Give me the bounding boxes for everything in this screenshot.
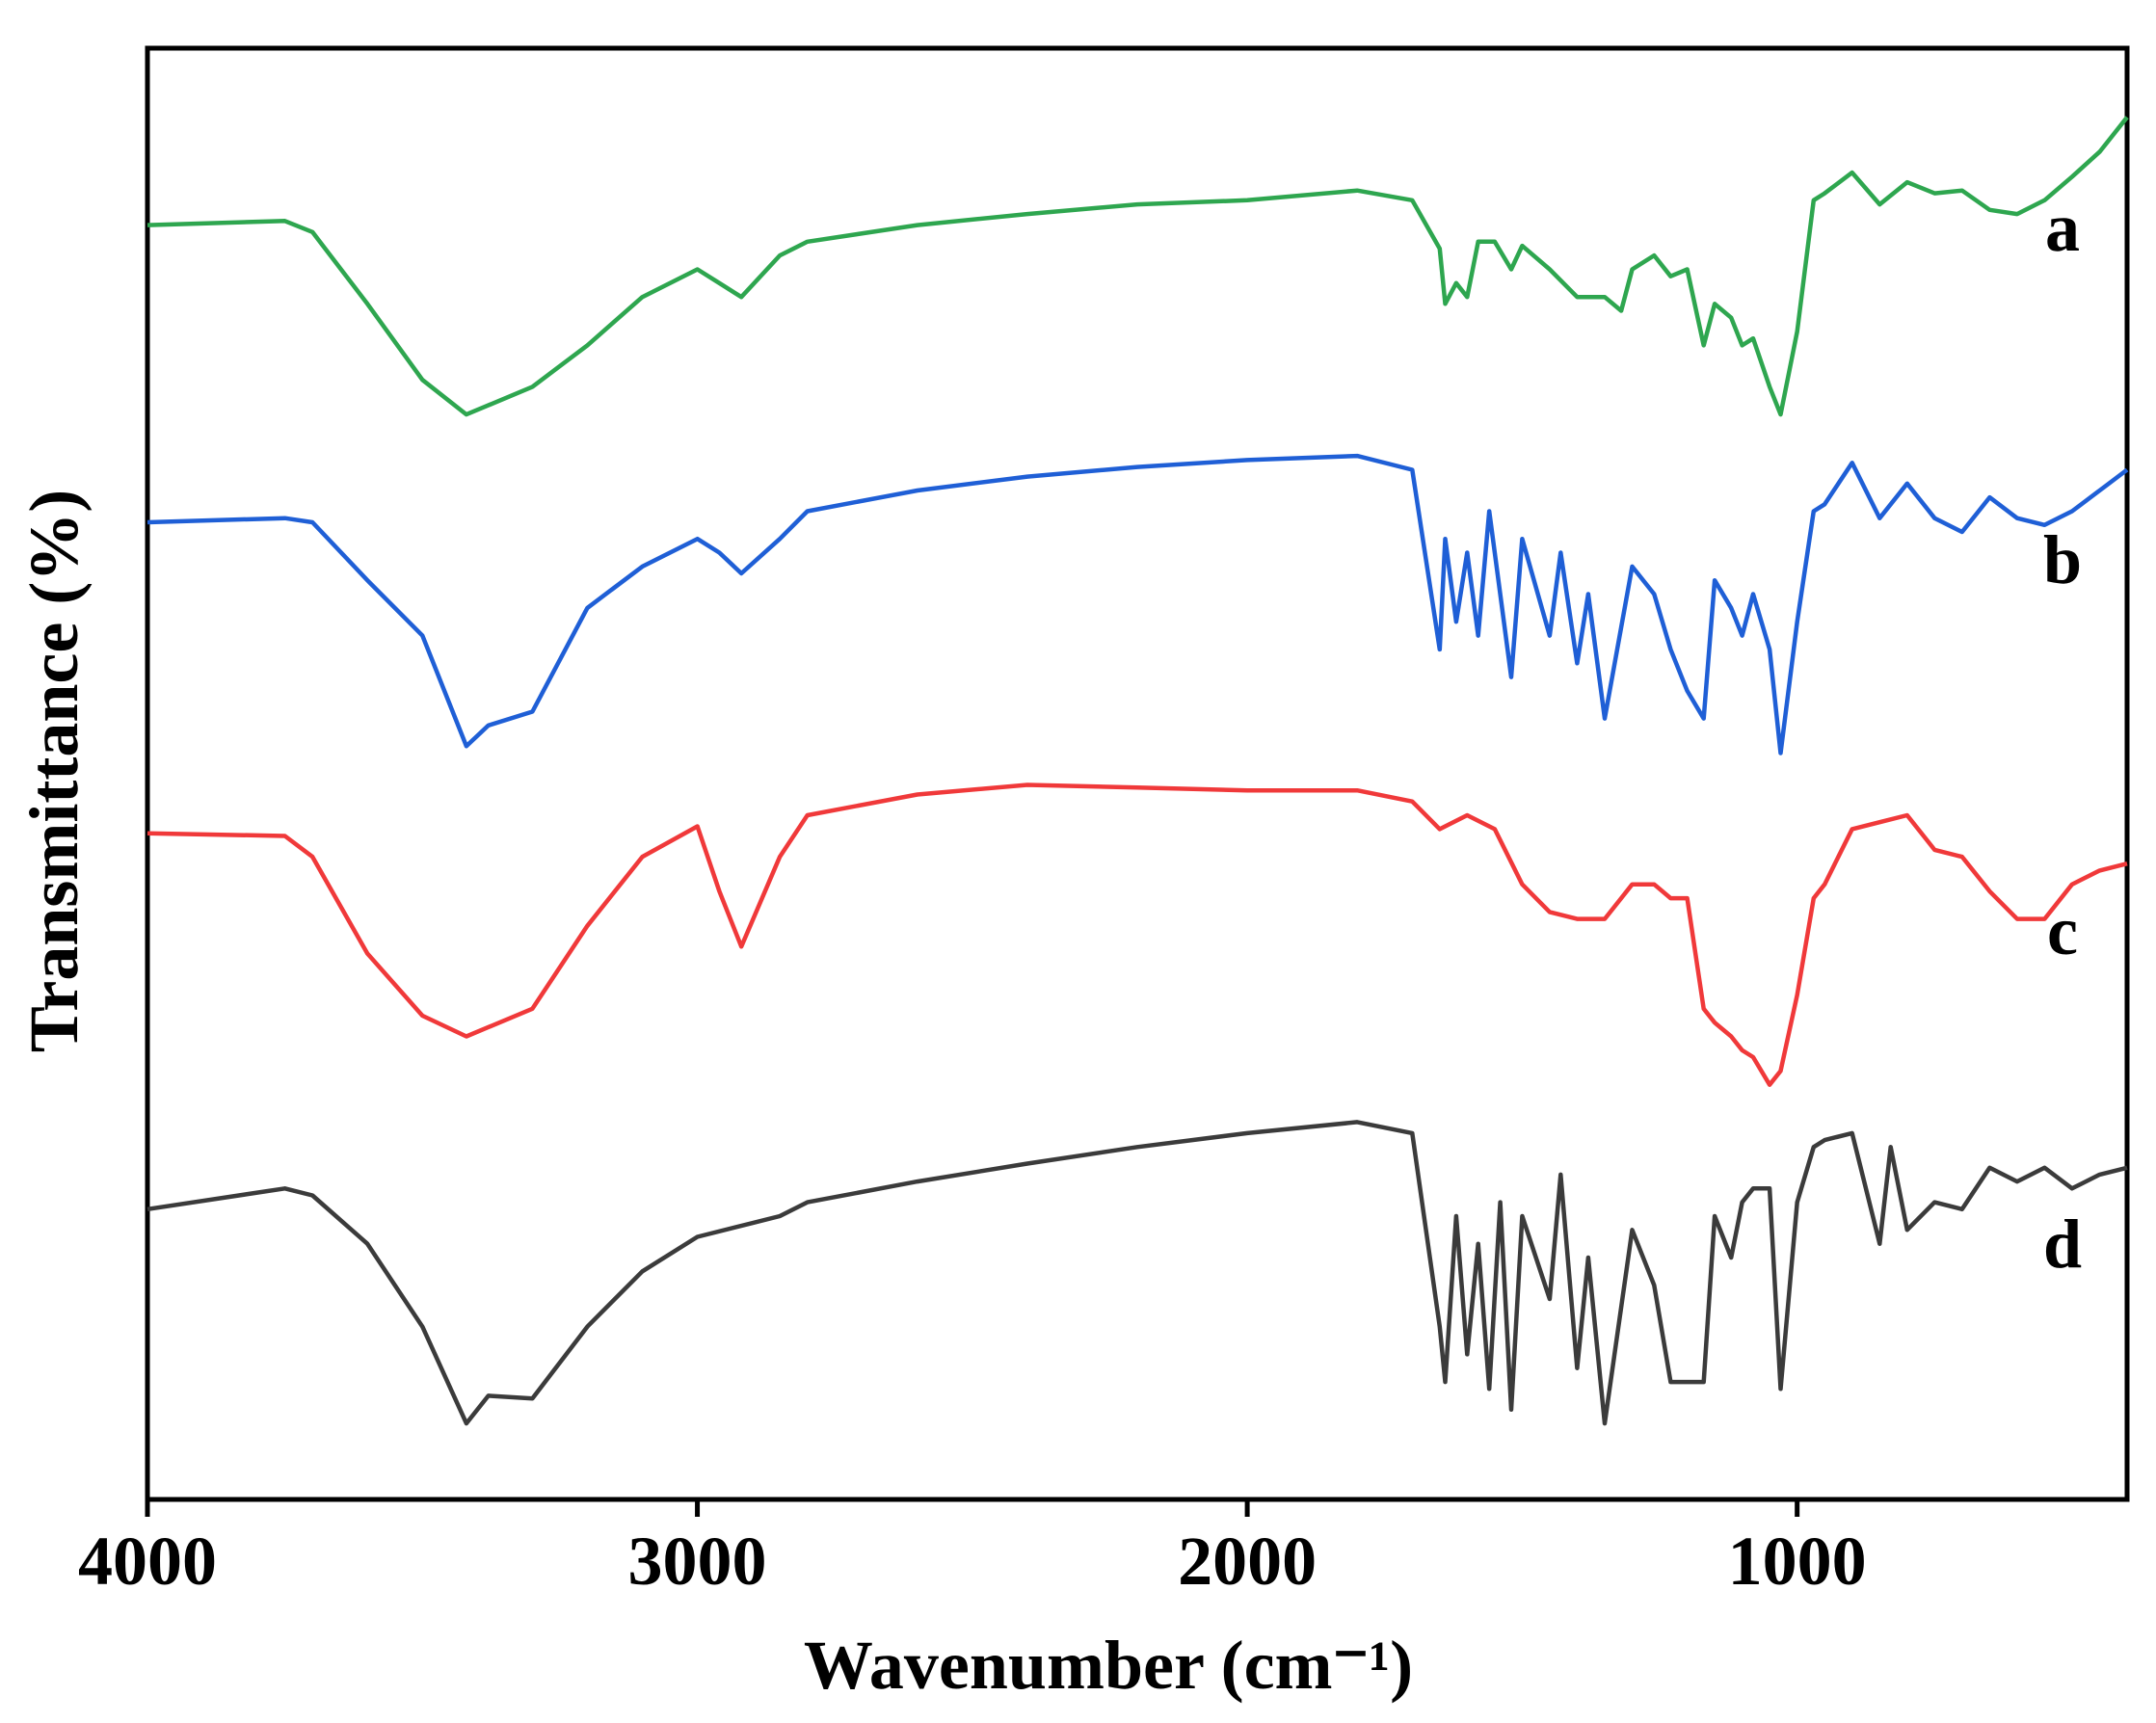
series-label: b xyxy=(2043,521,2082,598)
x-axis-label: Wavenumber (cm⁻¹) xyxy=(804,1627,1413,1704)
spectrum-line xyxy=(146,116,2129,417)
spectrum-line xyxy=(146,453,2129,755)
x-tick-label: 4000 xyxy=(78,1523,217,1600)
x-tick-label: 3000 xyxy=(628,1523,767,1600)
y-axis-label: Transmittance (%) xyxy=(15,490,93,1053)
spectrum-line xyxy=(146,1120,2128,1426)
series-label: c xyxy=(2047,892,2078,969)
series-label: d xyxy=(2043,1206,2082,1283)
plot-frame xyxy=(145,45,2130,1502)
series-label: a xyxy=(2045,189,2080,266)
spectrum-line xyxy=(146,782,2128,1087)
x-tick-label: 2000 xyxy=(1178,1523,1317,1600)
x-tick-label: 1000 xyxy=(1728,1523,1867,1600)
